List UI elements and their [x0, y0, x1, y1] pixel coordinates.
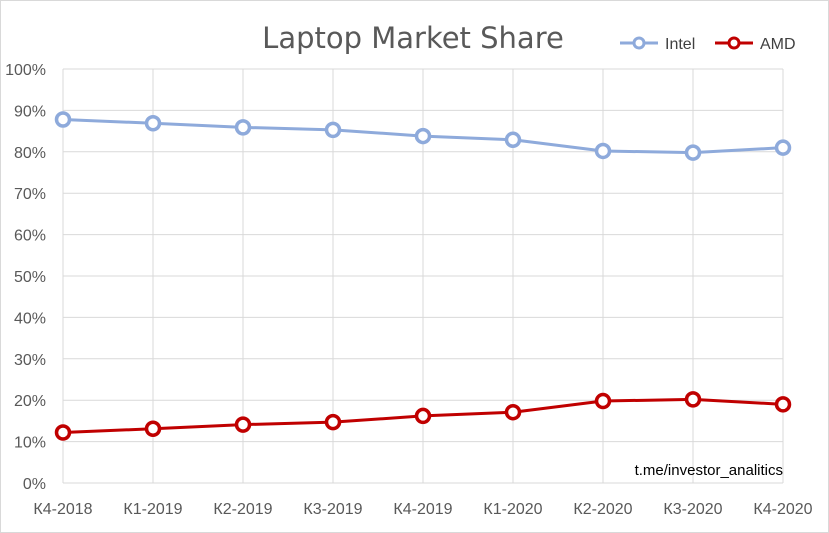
- x-tick-label: К3-2020: [663, 501, 722, 518]
- x-tick-label: К1-2020: [483, 501, 542, 518]
- watermark-text: t.me/investor_analitics: [635, 462, 783, 479]
- data-point: [234, 119, 252, 136]
- chart-title: Laptop Market Share: [262, 21, 564, 55]
- x-tick-label: К1-2019: [123, 501, 182, 518]
- data-point: [414, 127, 432, 145]
- data-point: [594, 142, 612, 160]
- x-tick-label: К4-2018: [33, 501, 92, 518]
- data-point: [684, 144, 702, 161]
- x-tick-label: К2-2020: [573, 501, 632, 518]
- data-point: [774, 396, 792, 413]
- legend: Intel AMD: [620, 36, 796, 53]
- x-tick-label: К4-2020: [753, 501, 812, 518]
- y-tick-label: 40%: [14, 310, 46, 327]
- y-tick-label: 70%: [14, 186, 46, 203]
- data-point: [774, 139, 792, 156]
- y-axis-ticks: 0% 10% 20% 30% 40% 50% 60% 70% 80% 90% 100%: [5, 62, 46, 493]
- y-tick-label: 100%: [5, 62, 46, 79]
- data-point: [684, 391, 702, 408]
- legend-label: Intel: [665, 36, 695, 53]
- y-tick-label: 10%: [14, 435, 46, 452]
- data-point: [324, 413, 342, 431]
- y-tick-label: 30%: [14, 352, 46, 369]
- data-point: [54, 424, 72, 441]
- x-tick-label: К4-2019: [393, 501, 452, 518]
- y-tick-label: 90%: [14, 103, 46, 120]
- data-point: [324, 121, 342, 139]
- data-point: [504, 131, 522, 149]
- y-tick-label: 0%: [23, 476, 46, 493]
- data-point: [414, 407, 432, 425]
- x-tick-label: К2-2019: [213, 501, 272, 518]
- y-tick-label: 60%: [14, 228, 46, 245]
- data-point: [54, 111, 72, 128]
- y-tick-label: 20%: [14, 393, 46, 410]
- y-tick-label: 50%: [14, 269, 46, 286]
- data-point: [594, 392, 612, 410]
- series-intel: [54, 111, 792, 161]
- legend-item-amd: AMD: [715, 36, 796, 53]
- data-point: [144, 114, 162, 132]
- grid-lines: [62, 68, 784, 484]
- legend-swatch-marker: [632, 36, 646, 50]
- legend-item-intel: Intel: [620, 36, 695, 53]
- x-tick-label: К3-2019: [303, 501, 362, 518]
- x-axis-ticks: К4-2018 К1-2019 К2-2019 К3-2019 К4-2019 К1-20…: [33, 501, 812, 518]
- series-layer: [54, 111, 792, 441]
- legend-label: AMD: [760, 36, 796, 53]
- legend-swatch-marker: [727, 36, 741, 50]
- y-tick-label: 80%: [14, 145, 46, 162]
- series-amd: [54, 391, 792, 441]
- data-point: [504, 403, 522, 421]
- data-point: [234, 416, 252, 433]
- data-point: [144, 420, 162, 438]
